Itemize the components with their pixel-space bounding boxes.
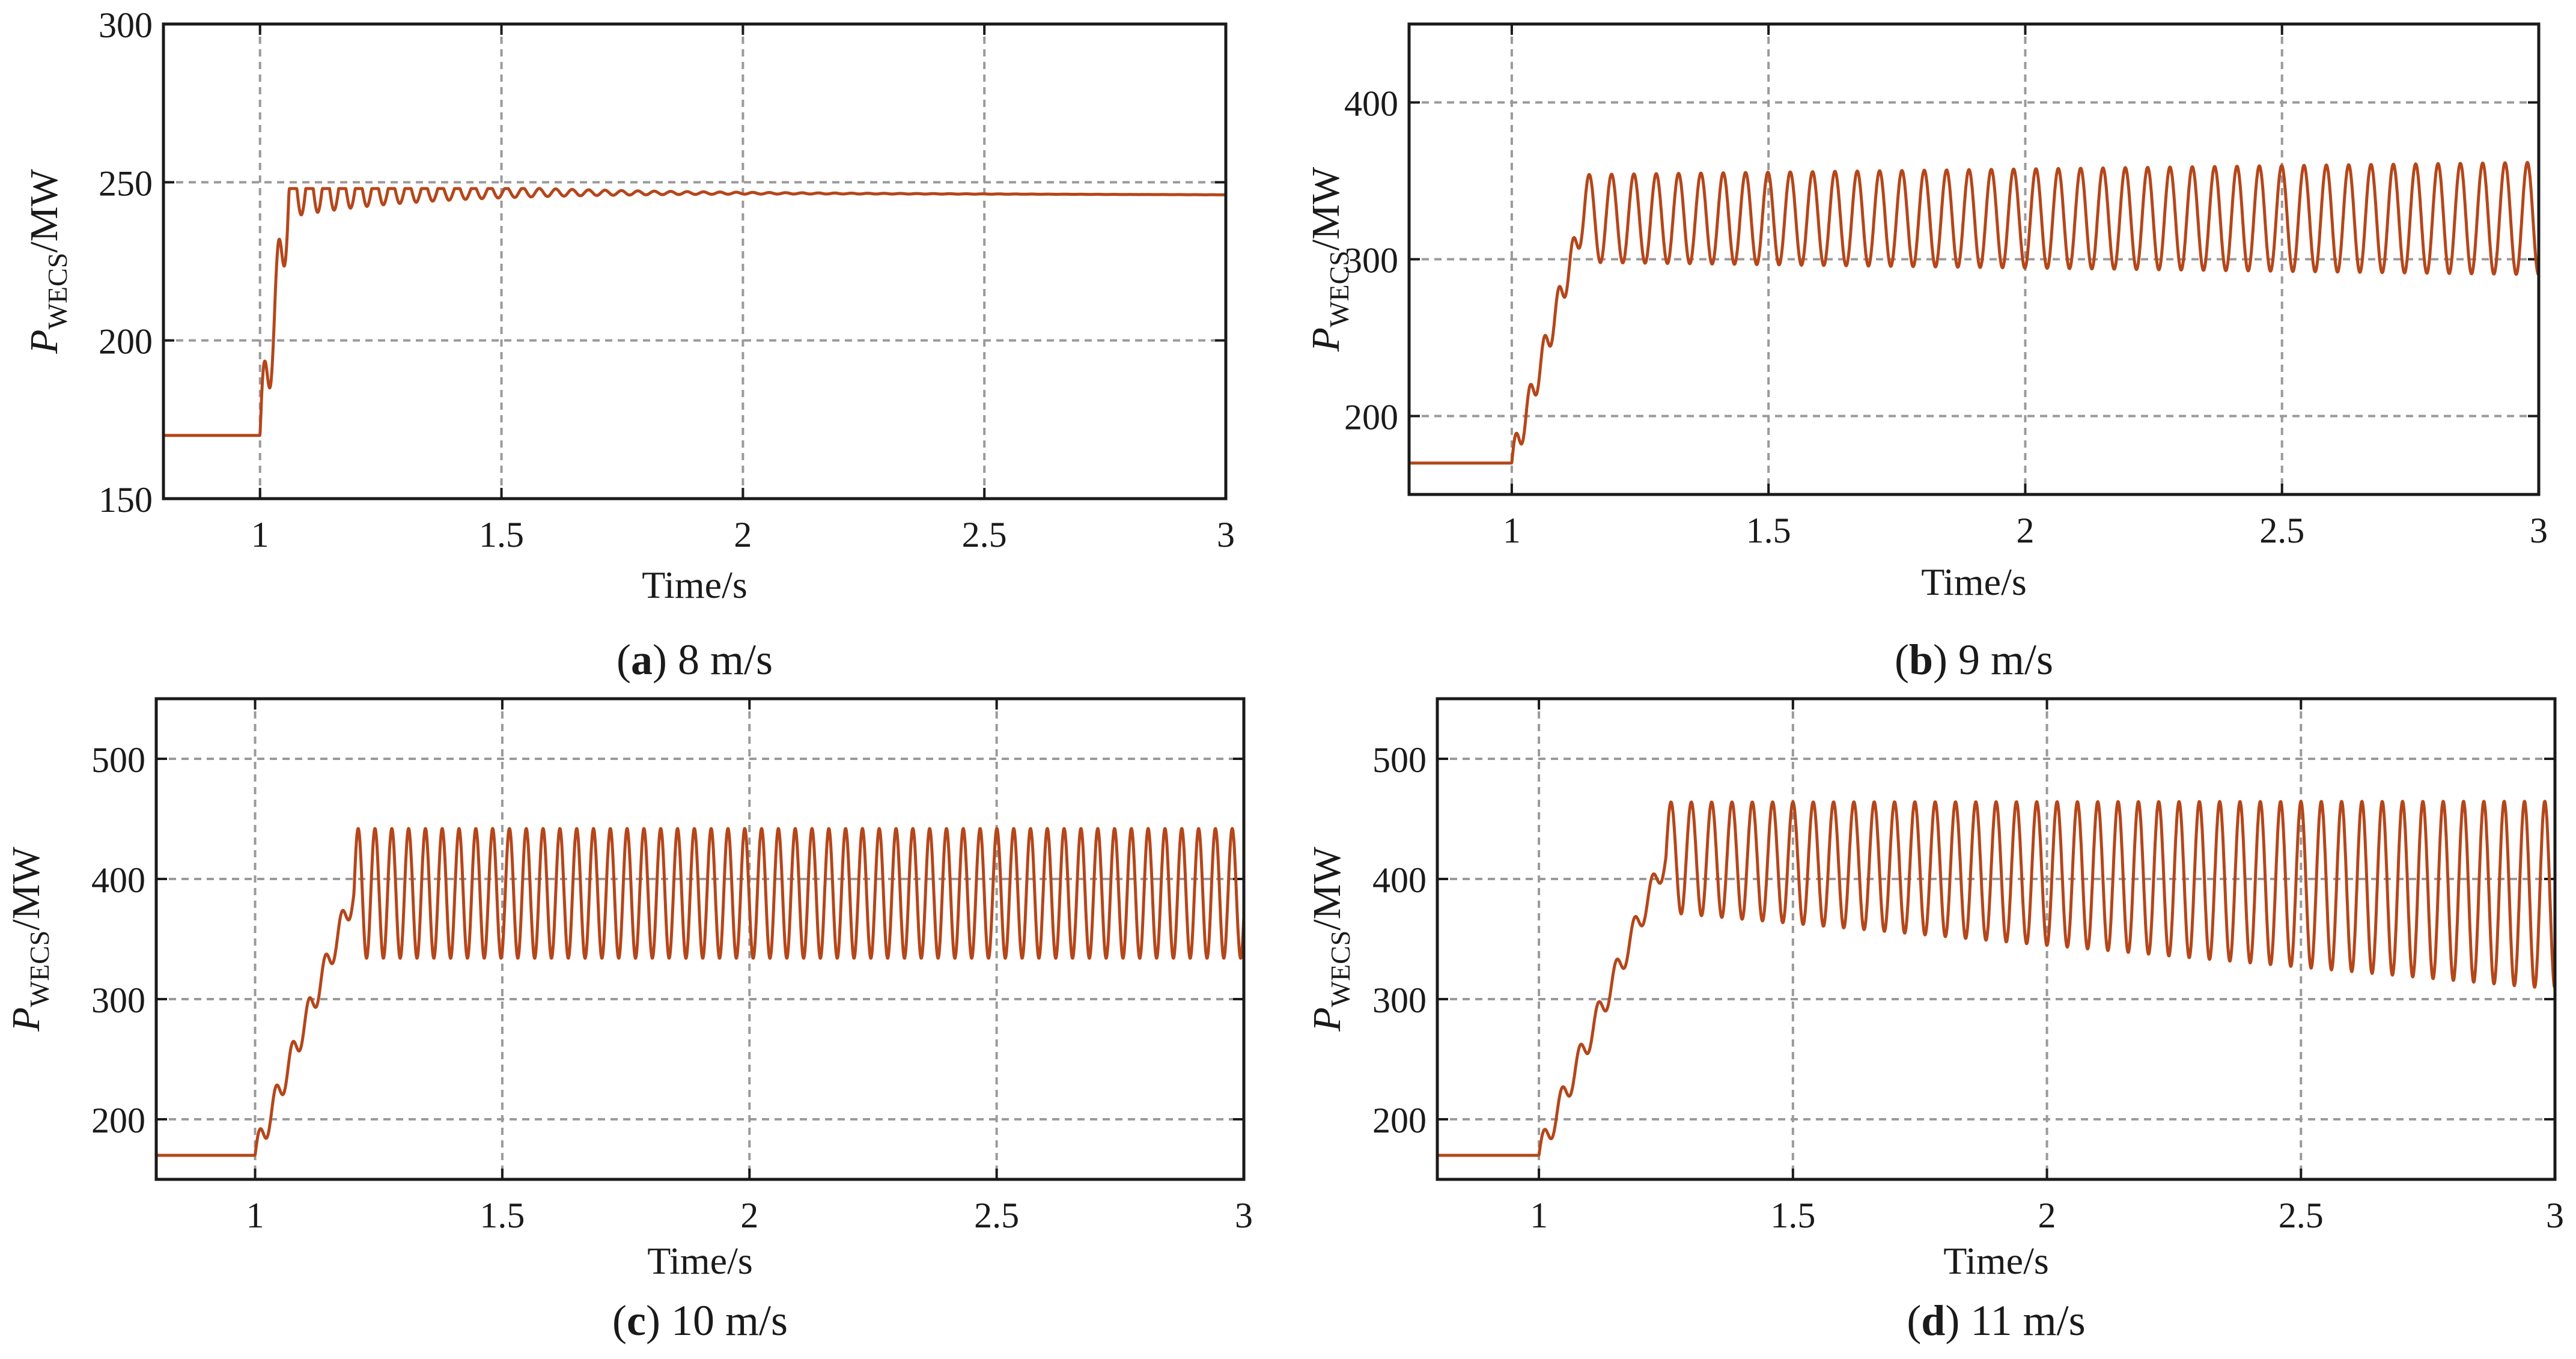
series-line-pwecs bbox=[1407, 160, 2541, 465]
series-line-pwecs bbox=[162, 187, 1228, 437]
y-tick-label: 200 bbox=[91, 1101, 145, 1140]
caption-paren-open: ( bbox=[612, 1297, 627, 1345]
panel-caption: (c) 10 m/s bbox=[612, 1297, 788, 1345]
caption-text: 11 m/s bbox=[1970, 1297, 2085, 1345]
chart-panel-a: 1 1.5 2 2.5 3 150 200 250 300 Time/s PWECS/MW (a) 8… bbox=[22, 5, 1235, 684]
y-label-unit: /MW bbox=[1305, 847, 1349, 931]
x-tick-label: 2 bbox=[734, 515, 752, 555]
x-tick-label: 2.5 bbox=[2279, 1196, 2324, 1235]
y-label-unit: /MW bbox=[4, 847, 48, 931]
caption-letter: c bbox=[627, 1297, 646, 1345]
y-label-unit: /MW bbox=[22, 169, 66, 253]
y-label-unit: /MW bbox=[1304, 166, 1348, 251]
caption-paren-open: ( bbox=[617, 636, 631, 684]
x-axis-label: Time/s bbox=[1921, 561, 2027, 603]
caption-letter: d bbox=[1921, 1297, 1945, 1345]
x-tick-label: 3 bbox=[2546, 1196, 2564, 1235]
plot-frame bbox=[162, 22, 1228, 500]
y-axis-label: PWECS/MW bbox=[4, 847, 55, 1032]
y-tick-label: 250 bbox=[99, 163, 153, 203]
series-line-pwecs bbox=[1436, 800, 2557, 1157]
x-tick-label: 2.5 bbox=[974, 1196, 1019, 1235]
y-label-subscript: WECS bbox=[42, 253, 73, 330]
y-axis-label: PWECS/MW bbox=[1305, 847, 1356, 1032]
y-axis-label: PWECS/MW bbox=[22, 169, 73, 354]
caption-paren-close: ) bbox=[1945, 1297, 1970, 1345]
series-line-pwecs bbox=[154, 827, 1246, 1157]
y-label-subscript: WECS bbox=[24, 931, 55, 1008]
y-tick-label: 200 bbox=[99, 322, 153, 362]
caption-text: 9 m/s bbox=[1958, 636, 2053, 684]
caption-paren-close: ) bbox=[646, 1297, 671, 1345]
chart-panel-c: 1 1.5 2 2.5 3 200 300 400 500 Time/s PWECS/MW (c) 1… bbox=[4, 697, 1253, 1345]
y-tick-label: 400 bbox=[91, 860, 145, 900]
x-tick-label: 1 bbox=[251, 515, 269, 555]
y-label-symbol: P bbox=[1305, 1007, 1349, 1032]
caption-paren-close: ) bbox=[1933, 636, 1958, 684]
x-tick-label: 1.5 bbox=[1746, 511, 1791, 550]
panel-caption: (a) 8 m/s bbox=[617, 636, 773, 684]
y-tick-label: 300 bbox=[91, 980, 145, 1020]
y-label-symbol: P bbox=[1304, 327, 1348, 352]
caption-letter: b bbox=[1909, 636, 1933, 684]
x-axis-label: Time/s bbox=[647, 1239, 753, 1282]
y-label-subscript: WECS bbox=[1324, 251, 1354, 327]
caption-paren-close: ) bbox=[653, 636, 678, 684]
y-tick-label: 500 bbox=[91, 740, 145, 780]
y-label-symbol: P bbox=[22, 329, 66, 354]
caption-letter: a bbox=[631, 636, 653, 684]
caption-paren-open: ( bbox=[1907, 1297, 1921, 1345]
y-tick-label: 500 bbox=[1372, 740, 1427, 780]
x-tick-label: 1.5 bbox=[1770, 1196, 1815, 1235]
x-tick-label: 1.5 bbox=[479, 515, 524, 555]
caption-paren-open: ( bbox=[1895, 636, 1909, 684]
x-tick-label: 2 bbox=[740, 1196, 758, 1235]
x-tick-label: 3 bbox=[2530, 511, 2548, 550]
y-tick-label: 200 bbox=[1372, 1101, 1427, 1140]
y-tick-label: 400 bbox=[1344, 84, 1398, 124]
y-tick-label: 150 bbox=[99, 480, 153, 520]
x-axis-label: Time/s bbox=[642, 564, 748, 606]
panel-caption: (d) 11 m/s bbox=[1907, 1297, 2085, 1345]
x-tick-label: 2.5 bbox=[962, 515, 1007, 555]
panel-caption: (b) 9 m/s bbox=[1895, 636, 2053, 684]
y-tick-label: 200 bbox=[1344, 398, 1398, 437]
y-label-symbol: P bbox=[4, 1007, 48, 1032]
x-tick-label: 1 bbox=[246, 1196, 264, 1235]
x-tick-label: 2 bbox=[2038, 1196, 2056, 1235]
caption-text: 8 m/s bbox=[678, 636, 773, 684]
y-tick-label: 300 bbox=[1344, 241, 1398, 281]
x-tick-label: 1 bbox=[1503, 511, 1521, 550]
x-tick-label: 3 bbox=[1217, 515, 1235, 555]
x-tick-label: 1 bbox=[1530, 1196, 1548, 1235]
plot-frame bbox=[154, 697, 1246, 1181]
caption-text: 10 m/s bbox=[671, 1297, 788, 1345]
y-label-subscript: WECS bbox=[1325, 931, 1356, 1008]
y-axis-label: PWECS/MW bbox=[1304, 166, 1354, 352]
x-tick-label: 2 bbox=[2016, 511, 2034, 550]
plot-frame bbox=[1436, 697, 2557, 1181]
y-tick-label: 400 bbox=[1372, 860, 1427, 900]
y-tick-label: 300 bbox=[1372, 980, 1427, 1020]
plot-frame bbox=[1407, 22, 2541, 496]
chart-panel-d: 1 1.5 2 2.5 3 200 300 400 500 Time/s PWECS/MW (d) 1… bbox=[1305, 697, 2564, 1345]
chart-panel-b: 1 1.5 2 2.5 3 200 300 400 Time/s PWECS/MW (b) 9 m/… bbox=[1304, 22, 2548, 684]
x-tick-label: 2.5 bbox=[2259, 511, 2304, 550]
x-axis-label: Time/s bbox=[1943, 1239, 2049, 1282]
x-tick-label: 1.5 bbox=[480, 1196, 525, 1235]
x-tick-label: 3 bbox=[1235, 1196, 1253, 1235]
y-tick-label: 300 bbox=[99, 5, 153, 45]
